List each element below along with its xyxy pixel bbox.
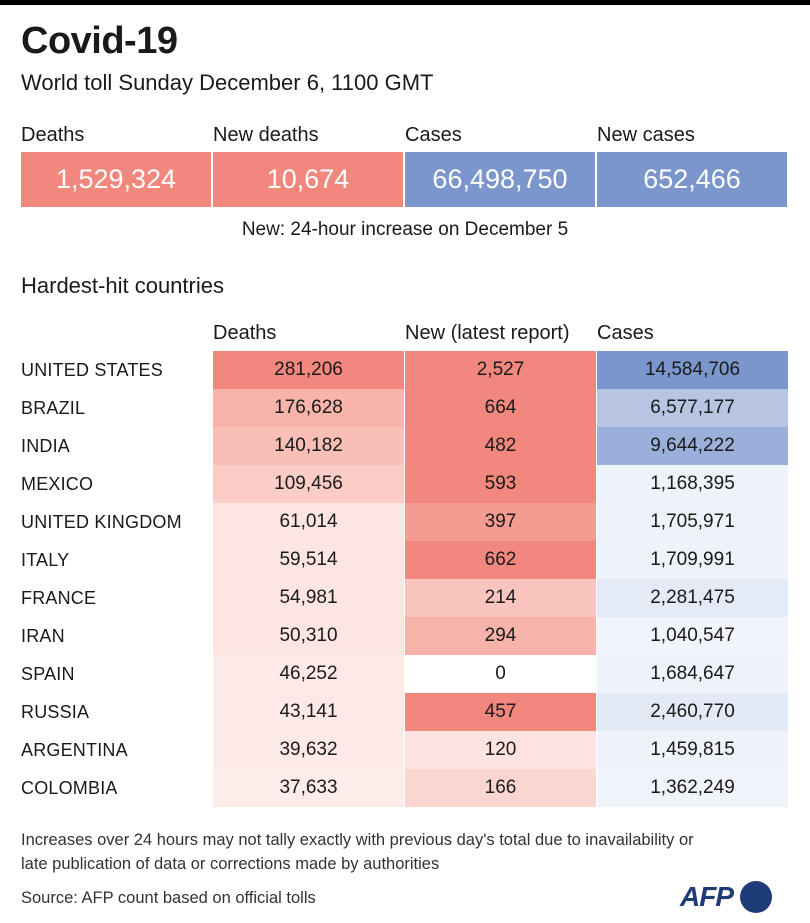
cases-cell: 1,684,647 [597,655,788,693]
country-name: UNITED STATES [21,360,163,380]
deaths-cell: 109,456 [213,465,404,503]
summary-value-new-deaths: 10,674 [213,152,403,207]
deaths-cell: 43,141 [213,693,404,731]
deaths-cell: 176,628 [213,389,404,427]
summary-label-cases: Cases [405,124,462,146]
cases-cell: 1,362,249 [597,769,788,807]
cases-cell: 1,709,991 [597,541,788,579]
deaths-cell: 61,014 [213,503,404,541]
new-cell: 0 [405,655,596,693]
new-cell: 664 [405,389,596,427]
deaths-cell: 50,310 [213,617,404,655]
logo-text: AFP [680,881,734,912]
country-name: COLOMBIA [21,778,118,798]
country-name: IRAN [21,626,65,646]
deaths-cell: 59,514 [213,541,404,579]
afp-logo: AFP [680,877,780,917]
column-header-new: New (latest report) [405,322,570,344]
cases-cell: 2,281,475 [597,579,788,617]
new-cell: 2,527 [405,351,596,389]
new-cell: 457 [405,693,596,731]
new-cell: 662 [405,541,596,579]
cases-cell: 14,584,706 [597,351,788,389]
summary-value-cases: 66,498,750 [405,152,595,207]
deaths-cell: 281,206 [213,351,404,389]
section-title: Hardest-hit countries [21,273,224,298]
summary-label-deaths: Deaths [21,124,85,146]
new-cell: 120 [405,731,596,769]
deaths-cell: 140,182 [213,427,404,465]
cases-cell: 1,168,395 [597,465,788,503]
page-title: Covid-19 [21,20,178,62]
country-name: ITALY [21,550,70,570]
top-rule [0,0,810,5]
cases-cell: 6,577,177 [597,389,788,427]
column-header-cases: Cases [597,322,654,344]
new-cell: 294 [405,617,596,655]
country-name: MEXICO [21,474,94,494]
country-name: SPAIN [21,664,75,684]
country-name: FRANCE [21,588,97,608]
deaths-cell: 54,981 [213,579,404,617]
country-name: ARGENTINA [21,740,128,760]
country-name: RUSSIA [21,702,90,722]
summary-value-new-cases: 652,466 [597,152,787,207]
globe-icon [740,881,772,913]
summary-value-deaths: 1,529,324 [21,152,211,207]
new-cell: 214 [405,579,596,617]
cases-cell: 9,644,222 [597,427,788,465]
new-cell: 397 [405,503,596,541]
page-subtitle: World toll Sunday December 6, 1100 GMT [21,70,434,95]
summary-label-new-deaths: New deaths [213,124,319,146]
footnote: Increases over 24 hours may not tally ex… [21,831,694,873]
deaths-cell: 37,633 [213,769,404,807]
source-note: Source: AFP count based on official toll… [21,889,316,907]
column-header-deaths: Deaths [213,322,277,344]
cases-cell: 1,459,815 [597,731,788,769]
summary-label-new-cases: New cases [597,124,695,146]
cases-cell: 1,040,547 [597,617,788,655]
country-name: BRAZIL [21,398,86,418]
cases-cell: 1,705,971 [597,503,788,541]
new-cell: 166 [405,769,596,807]
new-cell: 482 [405,427,596,465]
new-cell: 593 [405,465,596,503]
new-definition-note: New: 24-hour increase on December 5 [241,219,569,240]
country-name: UNITED KINGDOM [21,512,182,532]
deaths-cell: 39,632 [213,731,404,769]
country-name: INDIA [21,436,71,456]
cases-cell: 2,460,770 [597,693,788,731]
deaths-cell: 46,252 [213,655,404,693]
